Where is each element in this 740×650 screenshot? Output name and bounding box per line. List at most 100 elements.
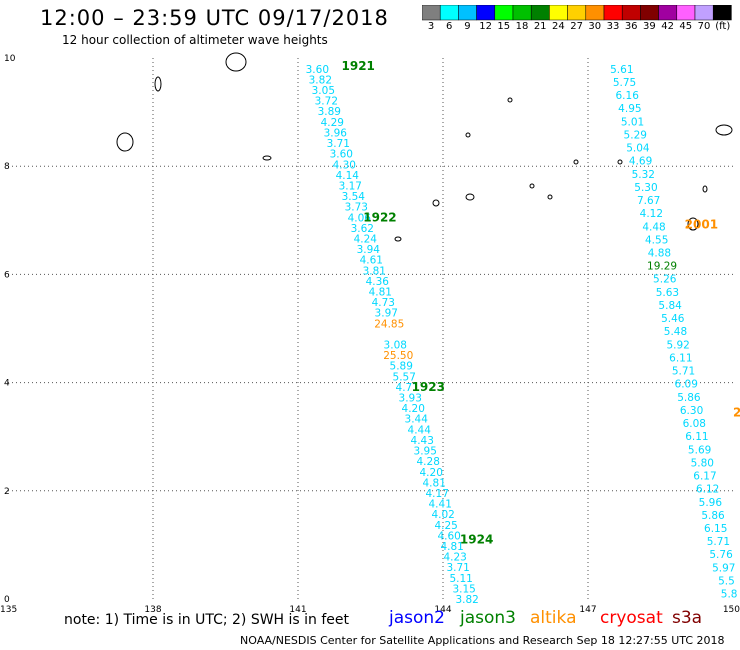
swh-value: 4.28 bbox=[417, 456, 440, 468]
swh-value: 4.69 bbox=[629, 156, 652, 168]
island-outline bbox=[394, 236, 402, 242]
island-outline bbox=[702, 185, 708, 193]
legend-jason3: jason3 bbox=[460, 608, 516, 628]
swh-value: 4.95 bbox=[618, 103, 641, 115]
x-tick-label: 138 bbox=[144, 605, 161, 615]
swh-value: 7.67 bbox=[637, 195, 660, 207]
colorbar-label: 30 bbox=[588, 21, 602, 32]
island-outline bbox=[225, 52, 247, 72]
swh-value: 4.02 bbox=[431, 509, 454, 521]
swh-value: 3.93 bbox=[399, 393, 422, 405]
colorbar-label: 21 bbox=[533, 21, 547, 32]
x-tick-label: 147 bbox=[579, 605, 596, 615]
colorbar-label: 33 bbox=[606, 21, 620, 32]
legend-jason2: jason2 bbox=[389, 608, 445, 628]
y-tick-label: 8 bbox=[4, 162, 10, 172]
swh-value: 6.09 bbox=[675, 379, 698, 391]
swh-value: 5.11 bbox=[449, 573, 472, 585]
swh-value: 4.55 bbox=[645, 234, 668, 246]
swh-value: 4.17 bbox=[426, 488, 449, 500]
island-outline bbox=[547, 194, 553, 200]
swh-value: 5.86 bbox=[701, 510, 725, 522]
island-outline bbox=[617, 159, 623, 165]
swh-value: 5.61 bbox=[610, 64, 633, 76]
swh-value: 5.75 bbox=[613, 77, 636, 89]
swh-value: 5.71 bbox=[707, 536, 730, 548]
swh-value: 5.80 bbox=[691, 457, 714, 469]
swh-value: 5.30 bbox=[634, 182, 657, 194]
colorbar-label: 36 bbox=[624, 21, 638, 32]
swh-value: 3.08 bbox=[384, 340, 407, 352]
swh-value: 19.29 bbox=[647, 261, 677, 273]
swh-value: 5.89 bbox=[390, 361, 413, 373]
swh-value: 3.73 bbox=[345, 202, 368, 214]
legend-altika: altika bbox=[530, 608, 577, 628]
island-outline bbox=[715, 124, 733, 136]
colorbar-labels: 3 6 9 12 15 18 21 24 27 30 33 36 39 42 45 70 (ft) bbox=[422, 21, 740, 35]
swh-value: 4.88 bbox=[648, 247, 671, 259]
colorbar-label: 3 bbox=[427, 21, 435, 32]
y-tick-label: 0 bbox=[4, 595, 10, 605]
colorbar-label: 42 bbox=[661, 21, 674, 32]
swh-value: 4.23 bbox=[443, 552, 466, 564]
swh-value: 6.15 bbox=[704, 523, 727, 535]
swh-value: 3.62 bbox=[351, 223, 374, 235]
swh-value: 5.97 bbox=[712, 562, 735, 574]
colorbar-label: 6 bbox=[446, 21, 453, 32]
swh-value: 4.81 bbox=[423, 477, 446, 489]
colorbar-label: 18 bbox=[515, 21, 529, 32]
swh-value: 6.30 bbox=[680, 405, 703, 417]
swh-value: 5.71 bbox=[672, 366, 695, 378]
swh-value: 3.15 bbox=[452, 583, 475, 595]
swh-value: 6.12 bbox=[696, 484, 719, 496]
swh-value: 3.82 bbox=[309, 74, 332, 86]
island-outline bbox=[465, 193, 475, 201]
swh-value: 4.81 bbox=[440, 541, 463, 553]
x-tick-label: 150 bbox=[723, 605, 740, 615]
swh-value: 5.26 bbox=[653, 274, 677, 286]
swh-value: 5.69 bbox=[688, 444, 711, 456]
colorbar-label: 45 bbox=[679, 21, 693, 32]
swh-value: 24.85 bbox=[374, 318, 404, 330]
footer-credit: NOAA/NESDIS Center for Satellite Applica… bbox=[240, 634, 725, 647]
swh-value: 3.71 bbox=[327, 138, 350, 150]
swh-value: 4.81 bbox=[369, 286, 392, 298]
pass-time-label: 2001 bbox=[685, 218, 718, 232]
colorbar-label: 24 bbox=[552, 21, 565, 32]
swh-value: 5.8 bbox=[721, 589, 738, 601]
colorbar-label: 70 bbox=[697, 21, 711, 32]
swh-value: 3.96 bbox=[324, 127, 348, 139]
island-outline bbox=[529, 183, 535, 189]
swh-value: 4.14 bbox=[336, 170, 360, 182]
swh-value: 4.73 bbox=[372, 297, 395, 309]
pass-time-label: 1922 bbox=[363, 211, 396, 225]
swh-value: 3.72 bbox=[315, 96, 338, 108]
swh-value: 4.20 bbox=[420, 467, 443, 479]
swh-value: 4.61 bbox=[360, 255, 383, 267]
swh-value: 6.17 bbox=[693, 471, 716, 483]
swh-value: 5.86 bbox=[677, 392, 701, 404]
swh-value: 5.46 bbox=[661, 313, 685, 325]
swh-value: 6.11 bbox=[685, 431, 708, 443]
swh-value: 4.24 bbox=[354, 233, 378, 245]
swh-value: 5.04 bbox=[626, 143, 650, 155]
colorbar-label: 27 bbox=[570, 21, 583, 32]
swh-value: 5.29 bbox=[624, 129, 647, 141]
swh-value: 4.30 bbox=[333, 159, 356, 171]
page-subtitle: 12 hour collection of altimeter wave hei… bbox=[62, 33, 328, 47]
swh-value: 3.94 bbox=[357, 244, 381, 256]
swh-value: 5.01 bbox=[621, 116, 644, 128]
swh-value: 5.92 bbox=[666, 339, 689, 351]
swh-value: 3.97 bbox=[375, 308, 398, 320]
swh-value: 4.48 bbox=[642, 221, 665, 233]
pass-time-label: 1921 bbox=[342, 59, 375, 73]
island-outline bbox=[507, 97, 513, 103]
island-outline bbox=[465, 132, 471, 138]
legend-cryosat: cryosat bbox=[600, 608, 663, 628]
colorbar-swatch bbox=[712, 5, 732, 21]
island-outline bbox=[687, 217, 699, 231]
swh-value: 3.05 bbox=[312, 85, 335, 97]
swh-value: 4.41 bbox=[429, 499, 452, 511]
